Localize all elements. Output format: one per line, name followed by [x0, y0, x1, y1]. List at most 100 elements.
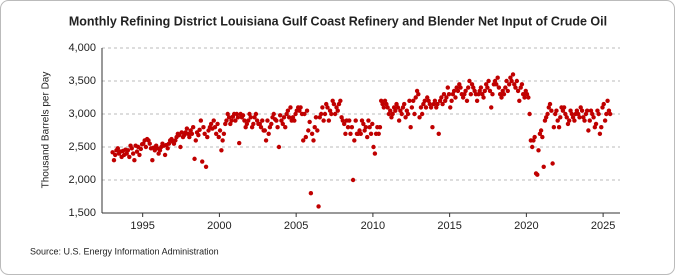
point — [391, 105, 397, 110]
point — [584, 108, 590, 113]
point — [416, 92, 421, 97]
point — [178, 144, 183, 150]
point — [376, 131, 381, 136]
point — [353, 118, 358, 123]
point — [332, 111, 338, 117]
point — [550, 161, 555, 166]
point — [215, 121, 220, 127]
point — [372, 151, 378, 156]
point — [434, 105, 439, 110]
point — [574, 108, 580, 113]
point — [587, 118, 592, 123]
point — [233, 118, 238, 123]
point — [244, 121, 250, 127]
point — [503, 85, 508, 90]
point — [198, 118, 204, 123]
point — [127, 154, 132, 160]
point — [601, 101, 606, 107]
point — [558, 115, 563, 120]
point — [439, 95, 444, 100]
point — [269, 121, 274, 127]
point — [512, 82, 517, 87]
point — [605, 98, 610, 104]
point — [265, 118, 270, 123]
point — [315, 128, 320, 133]
point — [184, 126, 190, 131]
point — [309, 131, 315, 136]
point — [313, 115, 319, 120]
point — [536, 148, 541, 153]
point — [338, 98, 343, 104]
point — [357, 128, 362, 133]
point — [462, 92, 467, 97]
point — [556, 125, 562, 130]
point — [361, 121, 366, 127]
point — [293, 111, 298, 117]
point — [386, 111, 392, 117]
point — [216, 134, 221, 140]
point — [538, 128, 544, 133]
point — [425, 95, 430, 100]
point — [396, 118, 402, 123]
point — [468, 92, 474, 97]
point — [229, 118, 234, 123]
point — [304, 108, 310, 113]
point — [303, 134, 309, 140]
point — [248, 115, 253, 120]
point — [111, 158, 117, 163]
point — [509, 78, 514, 84]
y-tick-label: 4,000 — [68, 42, 96, 54]
point — [545, 111, 550, 117]
point — [285, 108, 291, 113]
point — [188, 128, 193, 133]
point — [217, 128, 223, 133]
point — [394, 101, 399, 107]
point — [187, 134, 192, 140]
point — [380, 101, 385, 107]
point — [483, 82, 489, 87]
y-tick-label: 1,500 — [68, 207, 96, 219]
point — [514, 78, 520, 84]
point — [189, 131, 195, 136]
point — [419, 111, 425, 117]
point — [527, 111, 532, 117]
point — [481, 95, 486, 100]
point — [263, 138, 269, 143]
point — [487, 88, 493, 94]
x-tick-label: 2010 — [361, 220, 385, 232]
point — [541, 164, 546, 169]
point — [593, 121, 599, 127]
point — [436, 131, 441, 136]
point — [596, 111, 601, 117]
point — [381, 105, 386, 110]
point — [405, 111, 411, 117]
point — [143, 144, 149, 150]
source: Source: U.S. Energy Information Administ… — [30, 246, 219, 256]
point — [251, 121, 256, 127]
point — [146, 138, 151, 143]
point — [363, 125, 369, 130]
point — [494, 82, 499, 87]
point — [284, 111, 289, 117]
point — [283, 125, 288, 130]
point — [340, 118, 346, 123]
point — [570, 115, 576, 120]
point — [301, 138, 306, 143]
point — [274, 118, 279, 123]
point — [377, 125, 383, 130]
point — [395, 105, 401, 110]
point — [334, 105, 339, 110]
point — [547, 101, 553, 107]
point — [604, 111, 609, 117]
point — [467, 78, 472, 84]
point — [504, 78, 509, 84]
point — [324, 101, 329, 107]
point — [501, 92, 507, 97]
chart-title: Monthly Refining District Louisiana Gulf… — [69, 14, 607, 28]
point — [563, 111, 568, 117]
point — [458, 85, 463, 90]
point — [276, 144, 282, 150]
point — [219, 148, 224, 153]
point — [524, 92, 530, 97]
point — [223, 121, 228, 127]
